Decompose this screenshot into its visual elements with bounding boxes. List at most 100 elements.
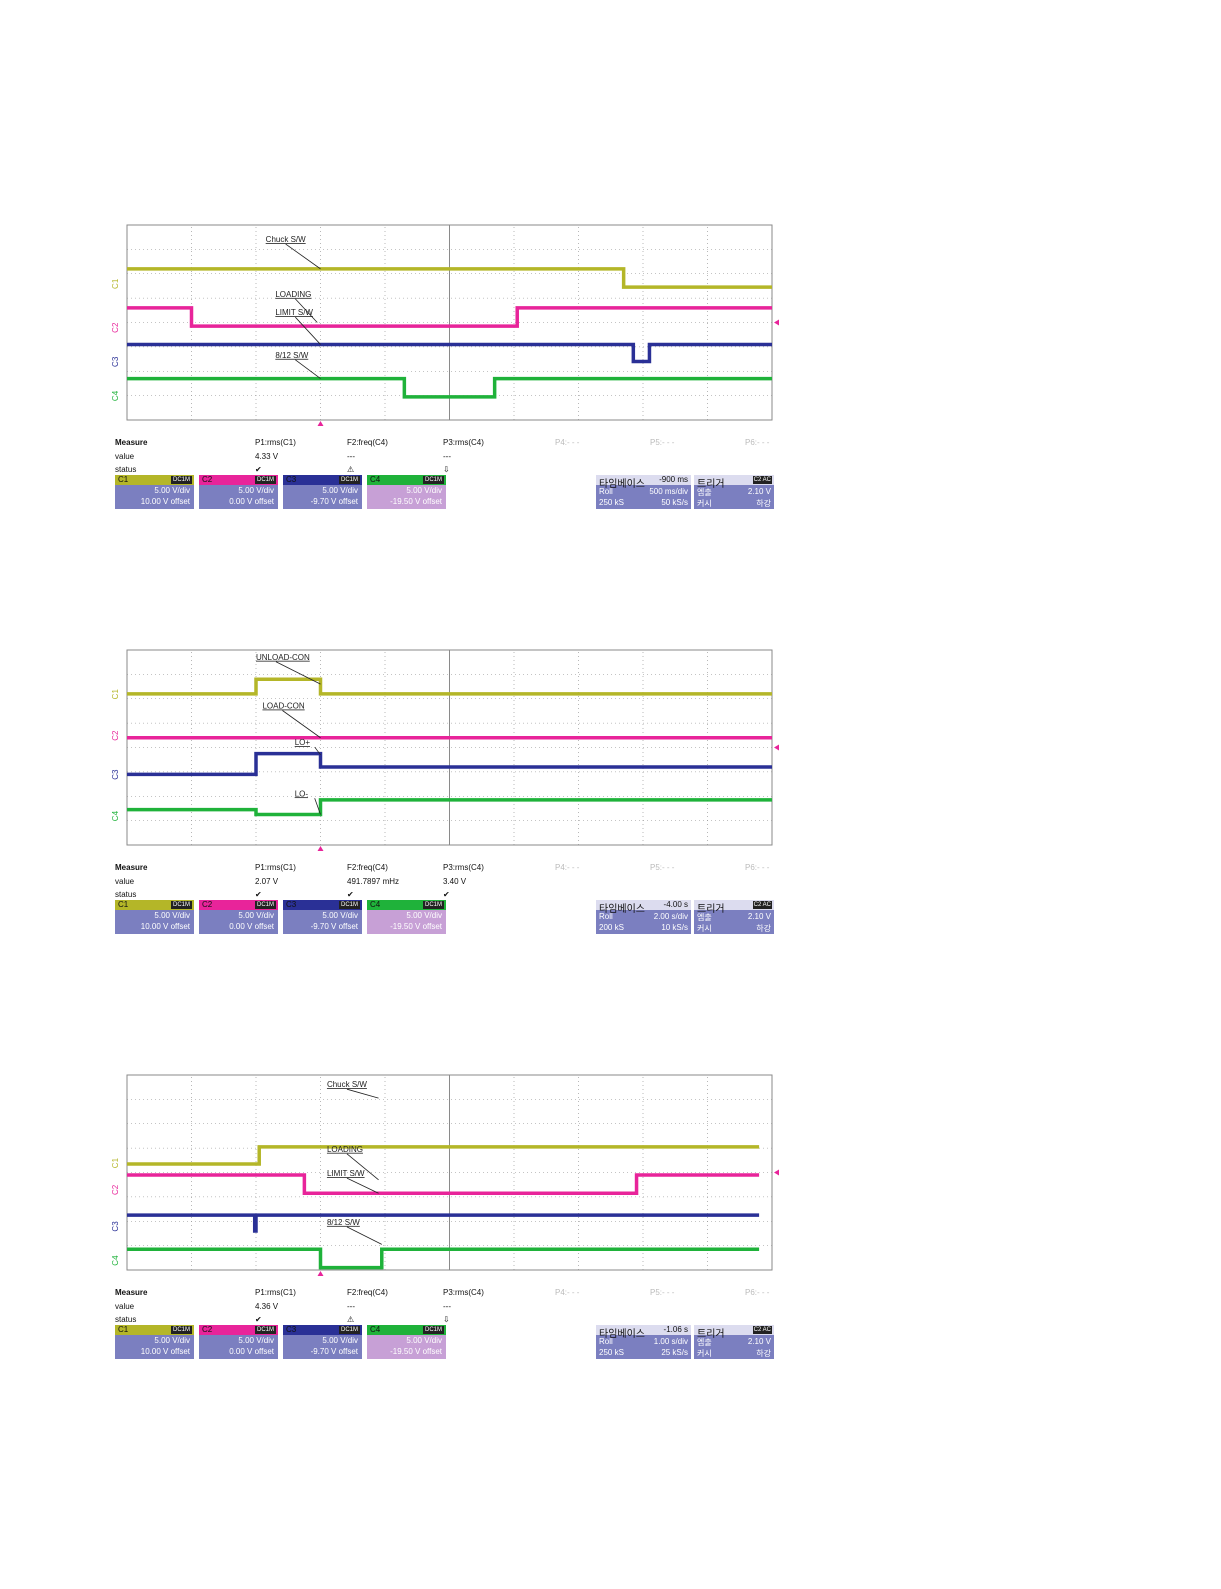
channel-box-header: C2 DC1M — [199, 1325, 278, 1335]
channel-box-c2[interactable]: C2 DC1M 5.00 V/div 0.00 V offset — [199, 1325, 278, 1359]
channel-box-value: -9.70 V offset — [310, 1347, 358, 1356]
coupling-badge: DC1M — [422, 901, 444, 909]
channel-box-c3[interactable]: C3 DC1M 5.00 V/div -9.70 V offset — [283, 1325, 362, 1359]
annotation-label: Chuck S/W — [266, 235, 306, 244]
channel-box-c3[interactable]: C3 DC1M 5.00 V/div -9.70 V offset — [283, 475, 362, 509]
series-c1-trace — [127, 1145, 760, 1166]
trigger-value: 커시 — [697, 924, 712, 933]
trigger-value: 엠출 — [697, 1338, 712, 1347]
timebase-value: 250 kS — [599, 1348, 624, 1357]
measure-cell: ✔ — [443, 890, 450, 899]
trigger-time-marker — [317, 846, 324, 851]
channel-box-c2[interactable]: C2 DC1M 5.00 V/div 0.00 V offset — [199, 900, 278, 934]
channel-box-value: 5.00 V/div — [154, 486, 190, 495]
measure-cell: P4:- - - — [555, 438, 580, 447]
measure-cell: P5:- - - — [650, 1288, 675, 1297]
measure-cell: --- — [347, 452, 355, 461]
channel-box-c4[interactable]: C4 DC1M 5.00 V/div -19.50 V offset — [367, 900, 446, 934]
measure-row-value: value 4.33 V --- --- — [115, 452, 775, 464]
annotation-label: UNLOAD-CON — [256, 653, 310, 662]
annotation-label: 8/12 S/W — [327, 1218, 360, 1227]
trigger-value: 하강 — [756, 1349, 771, 1358]
measure-row-value: value 2.07 V 491.7897 mHz 3.40 V — [115, 877, 775, 889]
channel-box-name: C4 — [370, 475, 381, 484]
trigger-value: 트리거 — [697, 904, 725, 915]
timebase-value: 2.00 s/div — [653, 912, 688, 921]
channel-box-header: C1 DC1M — [115, 475, 194, 485]
timebase-value: 25 kS/s — [661, 1348, 688, 1357]
measure-row-value: value 4.36 V --- --- — [115, 1302, 775, 1314]
annotation-leader — [295, 298, 318, 323]
timebase-value: 250 kS — [599, 498, 624, 507]
measure-cell: value — [115, 1302, 135, 1311]
measure-table: Measure P1:rms(C1) F2:freq(C4) P3:rms(C4) P4… — [115, 863, 775, 905]
measure-cell: 3.40 V — [443, 877, 467, 886]
measure-cell: ✔ — [347, 890, 354, 899]
trigger-value: 엠출 — [697, 488, 712, 497]
trigger-box[interactable]: 트리거 엠출 2.10 V 커시 하강 C2 AC — [694, 475, 774, 509]
channel-box-value: -19.50 V offset — [390, 922, 442, 931]
timebase-box[interactable]: 타임베이스 -1.06 s Roll 1.00 s/div 250 kS 25 kS/s — [596, 1325, 691, 1359]
series-c3-trace — [127, 1213, 760, 1233]
timebase-box[interactable]: 타임베이스 -900 ms Roll 500 ms/div 250 kS 50 kS/s — [596, 475, 691, 509]
channel-box-header: C2 DC1M — [199, 475, 278, 485]
annotation-label: 8/12 S/W — [275, 351, 308, 360]
channel-box-c3[interactable]: C3 DC1M 5.00 V/div -9.70 V offset — [283, 900, 362, 934]
waveform-plot: C1 C2 C3 C4 Chuck S/W LOADING LIMIT S/W 8/12 S/… — [111, 1074, 779, 1276]
series-c3-trace — [127, 751, 772, 777]
measure-cell: F2:freq(C4) — [347, 438, 388, 447]
trigger-box[interactable]: 트리거 엠출 2.10 V 커시 하강 C2 AC — [694, 1325, 774, 1359]
trigger-value: 엠출 — [697, 913, 712, 922]
trigger-value: 하강 — [756, 924, 771, 933]
channel-box-name: C4 — [370, 900, 381, 909]
coupling-badge: DC1M — [170, 901, 192, 909]
measure-cell: P1:rms(C1) — [255, 863, 296, 872]
channel-box-value: 5.00 V/div — [322, 1336, 358, 1345]
scope-capture-1: C1 C2 C3 C4 Chuck S/W LOADING LIMIT S/W 8/12 S/… — [111, 224, 779, 515]
channel-box-name: C3 — [286, 1325, 297, 1334]
annotation-leader — [346, 1153, 379, 1181]
channel-box-value: 5.00 V/div — [406, 1336, 442, 1345]
channel-box-c4[interactable]: C4 DC1M 5.00 V/div -19.50 V offset — [367, 475, 446, 509]
channel-settings: C1 DC1M 5.00 V/div 10.00 V offset C2 DC1M 5.00… — [115, 900, 775, 940]
channel-box-c1[interactable]: C1 DC1M 5.00 V/div 10.00 V offset — [115, 475, 194, 509]
channel-box-header: C2 DC1M — [199, 900, 278, 910]
timebase-value: -1.06 s — [663, 1325, 688, 1334]
coupling-badge: DC1M — [338, 901, 360, 909]
series-c1-trace — [127, 267, 772, 289]
measure-cell: status — [115, 890, 137, 899]
channel-box-c1[interactable]: C1 DC1M 5.00 V/div 10.00 V offset — [115, 1325, 194, 1359]
measure-cell: --- — [443, 452, 451, 461]
trigger-level-marker — [774, 1169, 779, 1176]
channel-label-c4: C4 — [111, 810, 120, 821]
measure-cell: status — [115, 1315, 137, 1324]
series-c3-trace — [127, 342, 772, 364]
channel-box-c4[interactable]: C4 DC1M 5.00 V/div -19.50 V offset — [367, 1325, 446, 1359]
trigger-value: 트리거 — [697, 479, 725, 490]
measure-cell: ⚠ — [347, 465, 355, 474]
channel-box-c2[interactable]: C2 DC1M 5.00 V/div 0.00 V offset — [199, 475, 278, 509]
measure-table: Measure P1:rms(C1) F2:freq(C4) P3:rms(C4) P4… — [115, 438, 775, 480]
trigger-time-marker — [317, 1271, 324, 1276]
series-c4-trace — [127, 376, 772, 399]
channel-label-c4: C4 — [111, 390, 120, 401]
channel-box-name: C1 — [118, 900, 129, 909]
channel-box-c1[interactable]: C1 DC1M 5.00 V/div 10.00 V offset — [115, 900, 194, 934]
series-c4-trace — [127, 798, 772, 817]
measure-cell: ✔ — [255, 890, 262, 899]
trigger-value: 하강 — [756, 499, 771, 508]
measure-cell: ⇩ — [443, 1315, 450, 1324]
trigger-level-marker — [774, 319, 779, 326]
trigger-value: 커시 — [697, 499, 712, 508]
timebase-box[interactable]: 타임베이스 -4.00 s Roll 2.00 s/div 200 kS 10 kS/s — [596, 900, 691, 934]
measure-cell: 2.07 V — [255, 877, 279, 886]
trigger-box[interactable]: 트리거 엠출 2.10 V 커시 하강 C2 AC — [694, 900, 774, 934]
channel-box-name: C3 — [286, 900, 297, 909]
channel-box-header: C1 DC1M — [115, 900, 194, 910]
channel-box-header: C3 DC1M — [283, 475, 362, 485]
timebase-value: 1.00 s/div — [653, 1337, 688, 1346]
measure-cell: 4.36 V — [255, 1302, 279, 1311]
trigger-source-badge: C2 AC — [752, 476, 772, 484]
coupling-badge: DC1M — [338, 1326, 360, 1334]
annotation-leader — [314, 798, 321, 815]
